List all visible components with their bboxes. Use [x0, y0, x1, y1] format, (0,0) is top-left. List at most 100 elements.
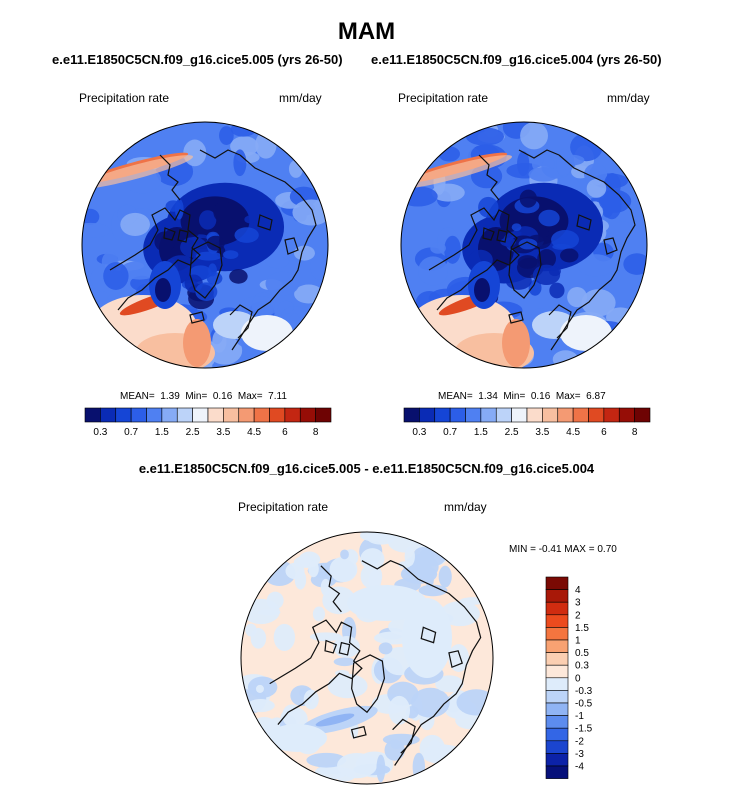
map-right-coastline: [508, 311, 524, 324]
diff-colorbar-tick-label: 2: [575, 610, 581, 621]
diff-colorbar-box-2: [545, 601, 569, 616]
right-variable-label: Precipitation rate: [398, 91, 489, 105]
diff-colorbar-tick-label: -1.5: [575, 724, 593, 735]
left-polar-map: [81, 121, 329, 369]
map-right-coastline: [603, 237, 618, 255]
left-colorbar-box-3: [130, 407, 147, 423]
map-left-coastline: [199, 149, 241, 159]
diff-colorbar-tick-label: 1: [575, 636, 581, 647]
right-colorbar-box-0: [403, 407, 420, 423]
left-colorbar-tick-label: 4.5: [247, 427, 261, 438]
map-right-coastlines: [428, 149, 636, 351]
diff-variable-label: Precipitation rate: [238, 500, 329, 514]
map-left-coastline: [159, 154, 181, 201]
right-mean-value: 1.34: [478, 391, 498, 402]
right-colorbar-tick-label: 4.5: [566, 427, 580, 438]
left-colorbar-box-10: [238, 407, 255, 423]
right-colorbar-tick-label: 1.5: [474, 427, 488, 438]
left-max-value: 7.11: [268, 391, 287, 402]
right-colorbar-box-2: [434, 407, 451, 423]
map-diff-coastline: [361, 560, 404, 570]
diff-colorbar-tick-label: 0.5: [575, 648, 589, 659]
right-max-label: Max=: [555, 391, 581, 402]
left-mean-value: 1.39: [160, 391, 180, 402]
left-colorbar-box-0: [84, 407, 101, 423]
right-colorbar-box-13: [603, 407, 620, 423]
right-max-value: 6.87: [586, 391, 606, 402]
left-panel-subtitle: e.e11.E1850C5CN.f09_g16.cice5.005 (yrs 2…: [52, 52, 343, 67]
left-colorbar-box-8: [207, 407, 224, 423]
map-right-coastline: [548, 304, 572, 339]
difference-polar-map: [240, 531, 494, 785]
diff-colorbar-box-7: [545, 664, 569, 679]
map-left-coastlines: [109, 149, 317, 351]
map-right-coastline: [496, 229, 508, 243]
right-colorbar-box-11: [572, 407, 589, 423]
map-diff-coastline: [420, 626, 437, 644]
left-colorbar-tick-label: 0.3: [93, 427, 107, 438]
left-colorbar-tick-label: 8: [313, 427, 319, 438]
map-left-coastline: [257, 214, 273, 231]
diff-colorbar-box-6: [545, 652, 569, 666]
map-diff-coastline: [350, 725, 367, 739]
diff-colorbar-box-13: [545, 740, 569, 754]
diff-colorbar-box-1: [545, 589, 569, 603]
right-polar-map: [400, 121, 648, 369]
left-colorbar-box-13: [284, 407, 301, 423]
map-right-coastline: [482, 227, 495, 241]
diff-colorbar-box-3: [545, 614, 569, 628]
left-mean-label: MEAN=: [120, 391, 155, 402]
left-min-label: Min=: [185, 391, 208, 402]
left-units-label: mm/day: [279, 91, 322, 105]
left-colorbar-box-4: [146, 407, 163, 423]
diff-colorbar-tick-label: 4: [575, 585, 581, 596]
left-colorbar-tick-label: 0.7: [124, 427, 138, 438]
map-left-coastline: [229, 304, 253, 339]
map-diff-coastline: [320, 565, 342, 613]
right-colorbar-box-3: [449, 407, 466, 423]
left-stats: MEAN= 1.39 Min= 0.16 Max= 7.11: [120, 391, 287, 402]
diff-colorbar-box-4: [545, 627, 569, 641]
difference-colorbar: 4 32 1.5 10.5 0.30 -0.3 -0.5-1 -1.5-2 -3 -4: [545, 576, 593, 779]
right-colorbar-box-4: [465, 407, 482, 423]
diff-colorbar-box-14: [545, 753, 569, 767]
diff-colorbar-tick-label: -0.5: [575, 699, 593, 710]
left-colorbar-box-1: [100, 407, 117, 423]
diff-colorbar-tick-label: -0.3: [575, 686, 593, 697]
right-colorbar-tick-label: 2.5: [505, 427, 519, 438]
left-colorbar-box-12: [269, 407, 286, 423]
right-colorbar-box-14: [618, 407, 635, 423]
left-colorbar-box-5: [161, 407, 178, 423]
diff-colorbar-box-9: [545, 690, 569, 704]
left-colorbar-tick-label: 6: [282, 427, 288, 438]
diff-colorbar-box-5: [545, 639, 569, 653]
map-left-coastline: [109, 207, 201, 311]
map-left-coastline: [177, 229, 189, 243]
right-min-label: Min=: [503, 391, 526, 402]
diff-colorbar-tick-label: 3: [575, 598, 581, 609]
diff-colorbar-tick-label: -4: [575, 762, 584, 773]
left-colorbar-box-9: [223, 407, 240, 423]
map-right-coastline: [478, 154, 500, 201]
diff-colorbar-box-12: [545, 727, 569, 742]
diff-units-label: mm/day: [444, 500, 487, 514]
right-colorbar-box-8: [526, 407, 543, 423]
map-left-field: [82, 122, 328, 368]
figure-title: MAM: [337, 18, 396, 45]
left-colorbar-box-14: [299, 407, 316, 423]
diff-stats: MIN = -0.41 MAX = 0.70: [509, 544, 617, 555]
right-colorbar-tick-label: 0.3: [412, 427, 426, 438]
left-colorbar-box-2: [115, 407, 132, 423]
left-colorbar: 0.3 0.7 1.5 2.5 3.5 4.5 6 8: [84, 407, 332, 438]
map-diff-coastline: [269, 619, 363, 725]
right-colorbar-box-10: [557, 407, 574, 423]
diff-colorbar-box-11: [545, 715, 569, 729]
map-diff-field: [241, 532, 493, 784]
right-colorbar-box-7: [511, 407, 528, 423]
map-diff-coastline: [324, 639, 338, 654]
diff-colorbar-box-10: [545, 702, 569, 716]
map-left-coastline: [189, 311, 205, 324]
diff-colorbar-tick-label: 0: [575, 673, 581, 684]
right-colorbar-tick-label: 8: [632, 427, 638, 438]
diff-colorbar-tick-label: 1.5: [575, 623, 589, 634]
